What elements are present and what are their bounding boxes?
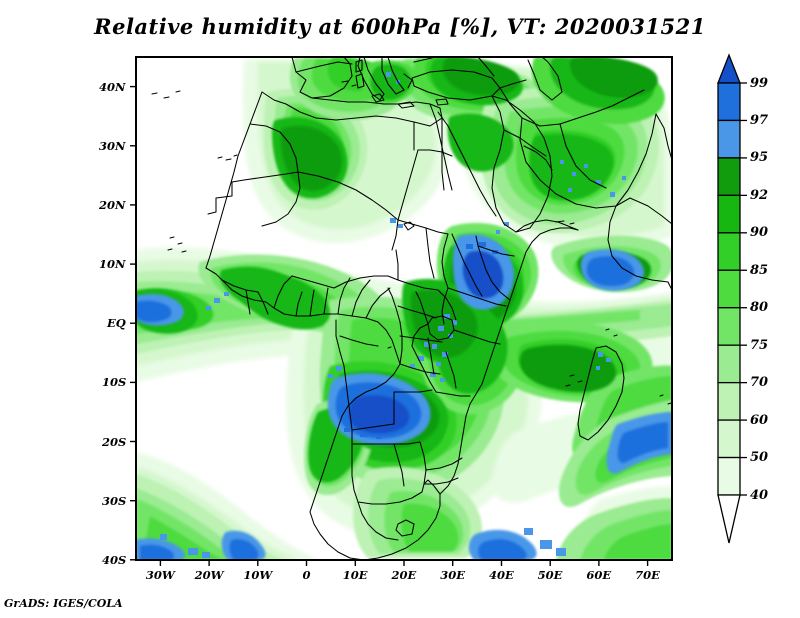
colorbar-tick-label-11: 40 [750, 487, 769, 503]
colorbar-band [717, 119, 741, 159]
colorbar-arrow-top [717, 53, 741, 84]
colorbar-tick-label-10: 50 [750, 450, 769, 466]
x-tick-label-0: 30W [145, 568, 175, 582]
colorbar-band [717, 307, 741, 346]
y-tick-label-7: 30S [102, 493, 127, 508]
y-tick-label-5: 10S [102, 375, 127, 390]
colorbar-band [717, 194, 741, 234]
y-tick-label-0: 40N [99, 79, 126, 94]
colorbar-ticks [740, 82, 747, 496]
x-tick-label-9: 60E [586, 568, 612, 582]
y-tick-label-1: 30N [99, 138, 126, 153]
x-tick-label-3: 0 [302, 568, 311, 582]
humidity-field [136, 57, 672, 560]
y-tick-label-4: EQ [107, 316, 126, 331]
x-tick-label-2: 10W [243, 568, 273, 582]
colorbar-tick-label-4: 90 [750, 225, 769, 241]
x-tick-label-10: 70E [635, 568, 660, 582]
colorbar-tick-label-3: 92 [750, 187, 769, 203]
y-tick-label-8: 40S [102, 553, 127, 567]
y-tick-label-6: 20S [102, 434, 127, 449]
colorbar-tick-label-8: 70 [750, 375, 769, 391]
x-tick-label-6: 30E [440, 568, 465, 582]
colorbar-band [717, 381, 741, 421]
x-tick-label-4: 10E [342, 568, 368, 582]
colorbar[interactable] [690, 40, 800, 600]
colorbar-band [717, 82, 741, 122]
y-tick-label-3: 10N [99, 257, 126, 272]
x-tick-label-5: 20E [391, 568, 417, 582]
colorbar-tick-label-6: 80 [750, 300, 769, 316]
colorbar-tick-label-5: 85 [750, 262, 769, 278]
colorbar-arrow-bottom [717, 494, 741, 544]
colorbar-tick-label-9: 60 [750, 412, 769, 428]
colorbar-band [717, 157, 741, 197]
colorbar-band [717, 269, 741, 309]
y-tick-label-2: 20N [99, 197, 126, 212]
colorbar-band [717, 419, 741, 459]
colorbar-tick-label-1: 97 [750, 112, 769, 128]
colorbar-tick-label-2: 95 [750, 150, 769, 166]
colorbar-band [717, 344, 741, 384]
credit-text: GrADS: IGES/COLA [4, 597, 123, 610]
colorbar-tick-label-0: 99 [750, 75, 769, 91]
x-tick-label-1: 20W [194, 568, 224, 582]
x-tick-label-7: 40E [488, 568, 514, 582]
colorbar-bands [717, 53, 741, 544]
axis-ticks [130, 85, 649, 566]
map-outlines [151, 57, 672, 560]
x-tick-label-8: 50E [537, 568, 563, 582]
page-title: Relative humidity at 600hPa [%], VT: 202… [94, 14, 706, 39]
colorbar-band [717, 232, 741, 271]
colorbar-band [717, 456, 741, 496]
colorbar-tick-label-7: 75 [750, 337, 769, 353]
